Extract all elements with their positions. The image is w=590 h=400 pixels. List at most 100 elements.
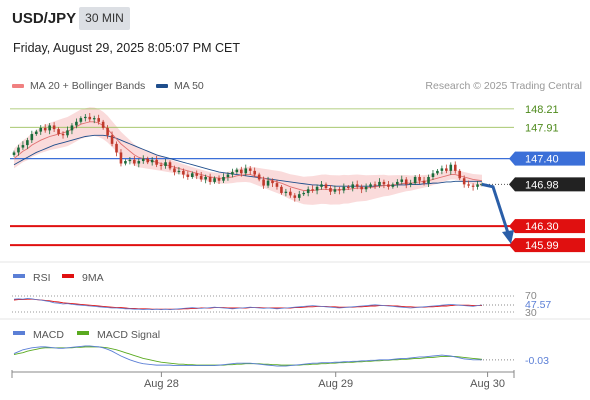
candle-body [137, 161, 141, 164]
candle-body [427, 177, 430, 184]
candle-body [84, 116, 87, 119]
level-label-148.21: 148.21 [525, 104, 559, 116]
rsi-ma-swatch-icon [62, 274, 74, 278]
candle-body [155, 159, 158, 165]
candle-body [355, 184, 359, 187]
candle-body [391, 184, 395, 187]
candle-body [262, 179, 265, 186]
candle-body [342, 186, 346, 191]
macd-swatch-icon [13, 331, 25, 335]
candle-body [275, 183, 279, 187]
candle-body [217, 178, 221, 181]
candle-body [293, 195, 297, 198]
rsi-tick-30: 30 [525, 307, 537, 319]
candle-body [213, 178, 216, 182]
candle-body [195, 173, 199, 176]
ma20-line [13, 121, 483, 191]
candle-body [101, 121, 105, 128]
level-tag-147.40 [515, 151, 585, 166]
macd-last-value: -0.03 [525, 355, 549, 367]
rsi-tick-70: 70 [525, 290, 537, 302]
candle-body [199, 175, 203, 180]
macd-line [13, 345, 482, 367]
ma20-swatch-icon [12, 84, 24, 88]
candle-body [440, 168, 444, 171]
legend-ma50: MA 50 [156, 80, 204, 92]
candle-body [226, 174, 230, 177]
legend-ma20: MA 20 + Bollinger Bands [12, 80, 145, 92]
candle-body [92, 118, 96, 120]
candle-body [88, 116, 92, 120]
macd-legend-label: MACD [33, 329, 64, 341]
candle-body [453, 164, 457, 171]
candle-body [97, 118, 100, 122]
candle-body [235, 169, 239, 173]
rsi-swatch-icon [13, 274, 25, 278]
level-label-147.91: 147.91 [525, 122, 559, 134]
candle-body [30, 134, 34, 141]
candle-body [12, 152, 16, 155]
candle-body [271, 180, 274, 184]
candle-body [266, 180, 270, 186]
candle-body [297, 194, 301, 198]
candle-body [253, 170, 256, 175]
candle-body [373, 184, 377, 186]
candle-body [418, 177, 421, 181]
candle-body [458, 170, 462, 179]
candle-body [17, 147, 20, 153]
candle-body [79, 118, 83, 122]
candle-body [378, 181, 381, 186]
copyright: Research © 2025 Trading Central [425, 80, 582, 92]
timeframe-button[interactable]: 30 MIN [79, 7, 130, 30]
candle-body [222, 177, 225, 181]
level-tag-146.98 [515, 177, 585, 192]
forecast-arrow [481, 182, 511, 237]
candle-body [173, 168, 176, 173]
level-label-146.30: 146.30 [525, 221, 559, 233]
candle-body [159, 164, 163, 166]
candle-body [133, 159, 136, 164]
candle-body [257, 174, 261, 180]
candle-body [124, 161, 127, 164]
candle-body [186, 174, 190, 177]
timestamp: Friday, August 29, 2025 8:05:07 PM CET [13, 41, 240, 55]
candle-body [396, 181, 399, 185]
level-tag-arrow-icon [509, 151, 515, 166]
candle-body [476, 184, 479, 187]
candle-body [110, 135, 114, 144]
x-tick-label-1: Aug 29 [318, 378, 353, 390]
candle-body [413, 177, 417, 184]
candle-body [400, 179, 404, 182]
candle-body [128, 159, 132, 162]
candle-body [364, 186, 368, 190]
candle-body [445, 168, 448, 171]
candle-body [280, 186, 283, 193]
candle-body [75, 121, 78, 126]
legend-ma50-label: MA 50 [174, 80, 204, 92]
candle-body [66, 130, 69, 136]
symbol-title: USD/JPY [12, 10, 77, 27]
candle-body [284, 191, 288, 193]
candle-body [387, 184, 390, 187]
rsi-last-value: 47.57 [525, 299, 551, 311]
candle-body [164, 162, 167, 166]
level-tag-arrow-icon [509, 238, 515, 253]
bollinger-band [14, 107, 482, 205]
x-tick-label-0: Aug 28 [144, 378, 179, 390]
ma50-swatch-icon [156, 84, 168, 88]
candle-body [150, 159, 154, 163]
level-label-146.98: 146.98 [525, 179, 559, 191]
candle-body [409, 183, 412, 185]
candle-body [449, 164, 453, 171]
forecast-arrow-head-icon [502, 230, 514, 245]
level-tag-arrow-icon [509, 177, 515, 192]
candle-body [306, 189, 310, 193]
candle-body [346, 186, 350, 189]
candle-body [168, 162, 172, 169]
candle-body [360, 186, 363, 190]
ma50-line [13, 134, 482, 187]
candle-body [240, 169, 243, 174]
candle-body [231, 172, 234, 175]
candle-body [61, 134, 65, 136]
